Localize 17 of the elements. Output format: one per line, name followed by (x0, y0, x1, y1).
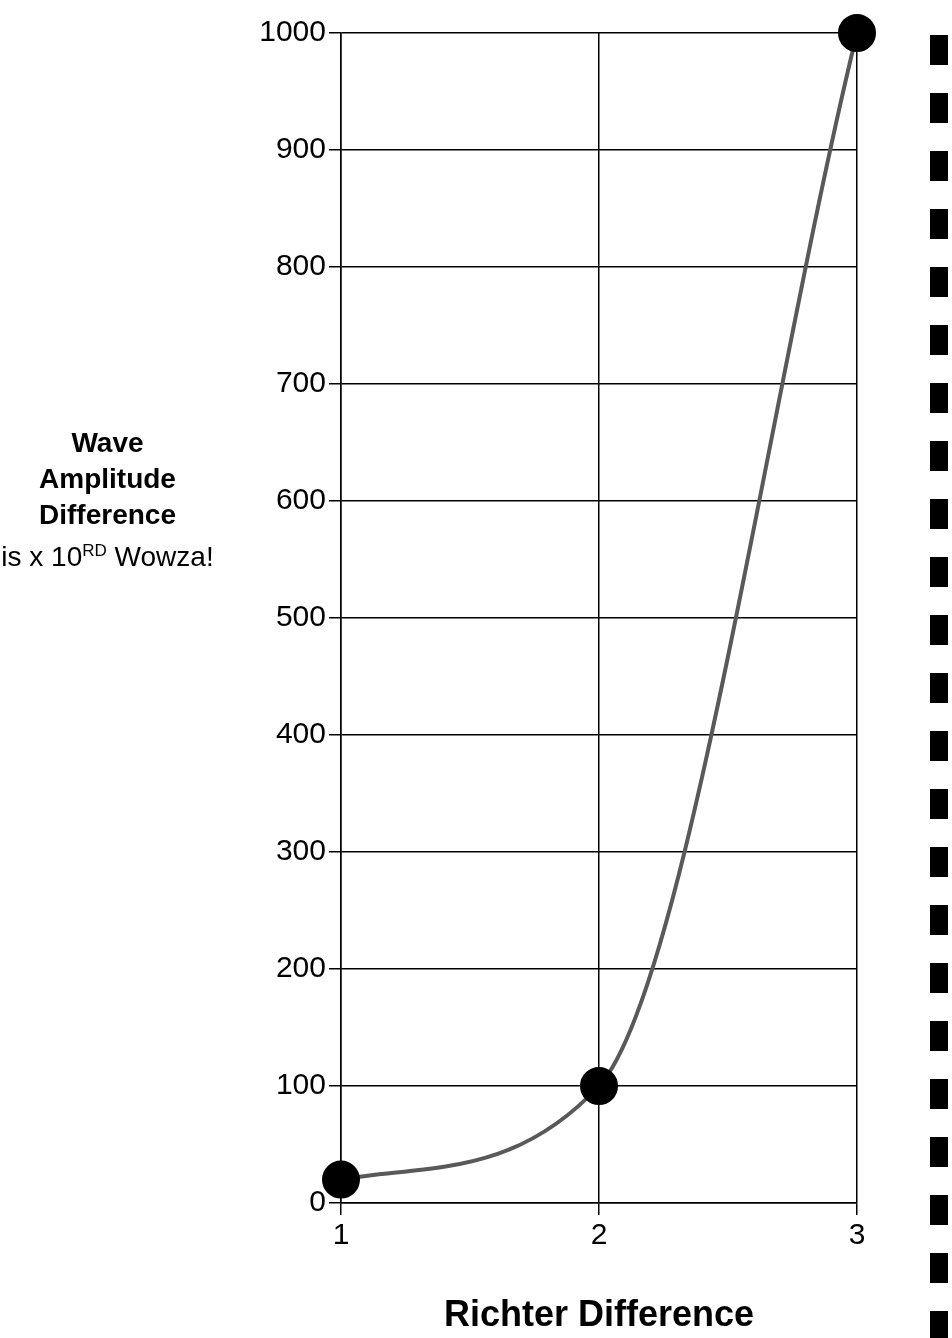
y-tick-label: 800 (275, 248, 326, 282)
y-tick-label: 500 (275, 599, 326, 633)
y-tick-label: 0 (309, 1184, 326, 1218)
x-tick-label: 2 (590, 1217, 608, 1251)
text: is x 10$^{RD}$ Wowza! (1, 541, 214, 573)
y-tick-label: 400 (275, 716, 326, 750)
x-axis-title: Richter Difference (443, 1293, 755, 1335)
y-axis-title: Wave Amplitude Difference (38, 426, 177, 532)
y-tick-label: 200 (275, 950, 326, 984)
x-tick-label: 1 (332, 1217, 350, 1251)
y-tick-label: 300 (275, 833, 326, 867)
y-tick-label: 900 (275, 131, 326, 165)
x-tick-label: 3 (848, 1217, 866, 1251)
y-tick-label: 100 (275, 1067, 326, 1101)
y-tick-label: 700 (275, 365, 326, 399)
y-tick-label: 1000 (259, 14, 326, 48)
y-tick-label: 600 (275, 482, 326, 516)
